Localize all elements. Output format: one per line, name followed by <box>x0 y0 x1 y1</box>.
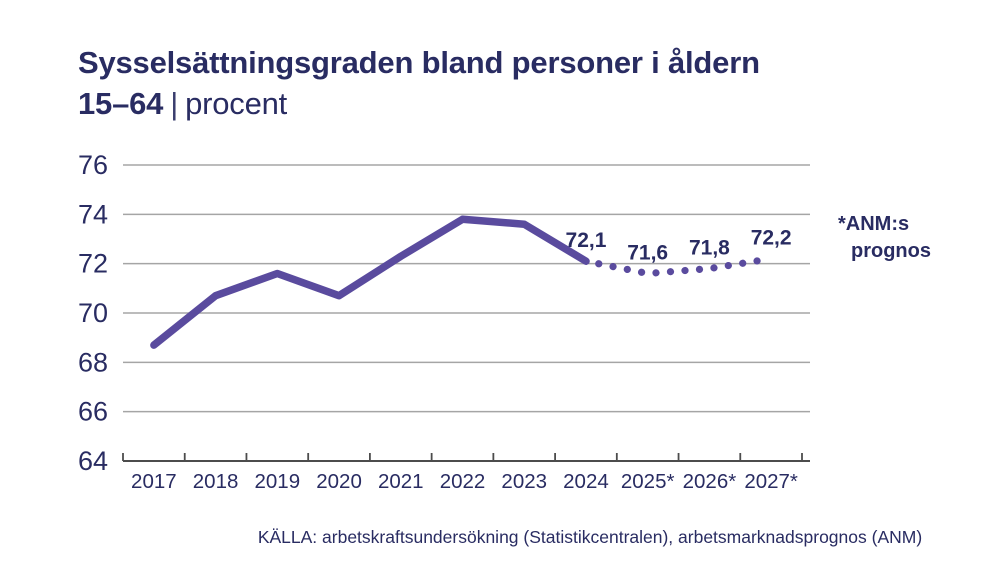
point-label: 72,1 <box>566 229 607 252</box>
y-tick-label: 64 <box>78 446 108 476</box>
point-label: 71,8 <box>689 237 730 260</box>
y-tick-label: 68 <box>78 347 108 377</box>
forecast-annotation-line1: *ANM:s <box>838 213 910 235</box>
x-tick-label: 2023 <box>501 470 547 493</box>
x-tick-label: 2020 <box>316 470 362 493</box>
x-tick-label: 2024 <box>563 470 609 493</box>
x-tick-label: 2018 <box>193 470 239 493</box>
title-separator: | <box>170 86 179 121</box>
point-label: 72,2 <box>751 227 792 250</box>
x-tick-label: 2019 <box>255 470 301 493</box>
chart-title-line2: 15–64 | procent <box>78 83 760 124</box>
chart-title-line1: Sysselsättningsgraden bland personer i å… <box>78 45 760 80</box>
y-tick-label: 70 <box>78 298 108 328</box>
x-tick-label: 2027* <box>744 470 798 493</box>
y-tick-label: 72 <box>78 249 108 279</box>
y-tick-label: 66 <box>78 397 108 427</box>
point-label: 71,6 <box>627 242 668 265</box>
chart-title: Sysselsättningsgraden bland personer i å… <box>78 42 760 124</box>
employment-line <box>150 215 590 349</box>
x-tick-label: 2017 <box>131 470 177 493</box>
forecast-dotted-line <box>582 255 775 278</box>
x-tick-label: 2026* <box>683 470 737 493</box>
y-tick-label: 76 <box>78 150 108 180</box>
y-tick-label: 74 <box>78 199 108 229</box>
x-tick-label: 2021 <box>378 470 424 493</box>
chart-title-unit: procent <box>185 86 288 121</box>
source-caption: KÄLLA: arbetskraftsundersökning (Statist… <box>257 527 923 547</box>
forecast-annotation-line2: prognos <box>851 240 931 262</box>
chart-title-age-range: 15–64 <box>78 86 164 121</box>
x-tick-label: 2022 <box>440 470 486 493</box>
forecast-annotation: *ANM:s prognos <box>838 211 931 265</box>
x-tick-label: 2025* <box>621 470 675 493</box>
